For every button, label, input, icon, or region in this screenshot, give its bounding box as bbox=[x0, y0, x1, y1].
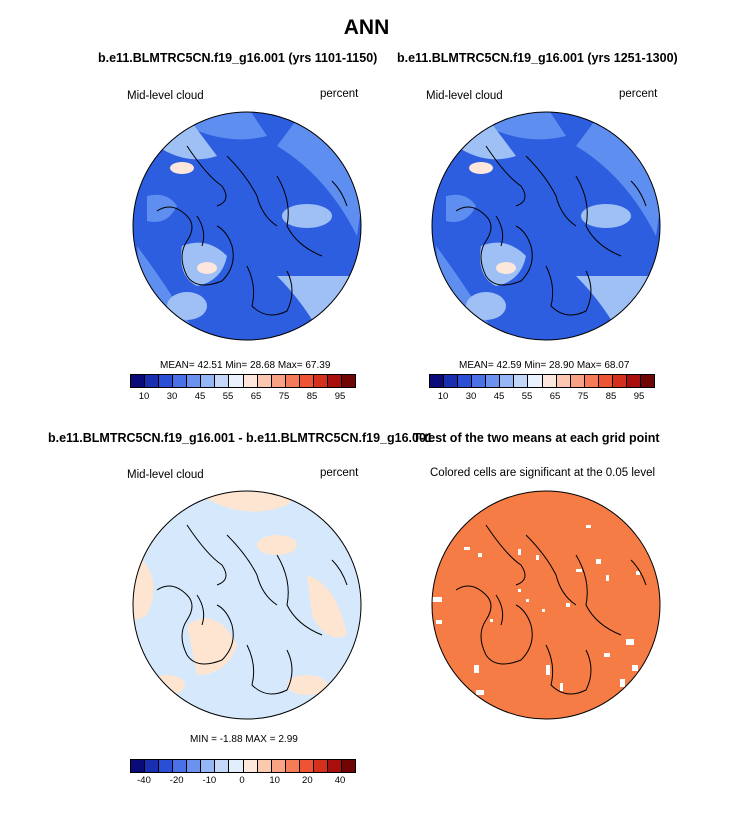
panel2-case-title: b.e11.BLMTRC5CN.f19_g16.001 (yrs 1251-13… bbox=[397, 51, 678, 65]
panel2-colorbar-tick-label: 95 bbox=[633, 391, 645, 402]
panel3-colorbar-tick-label: -40 bbox=[137, 775, 151, 786]
panel1-case-title: b.e11.BLMTRC5CN.f19_g16.001 (yrs 1101-11… bbox=[98, 51, 378, 65]
panel2-stats: MEAN= 42.59 Min= 28.90 Max= 68.07 bbox=[459, 360, 630, 371]
panel3-units-label: percent bbox=[320, 467, 359, 479]
panel3-colorbar-tick-label: 0 bbox=[239, 775, 245, 786]
panel2-colorbar-swatch-5 bbox=[500, 375, 515, 387]
panel3-colorbar-swatch-3 bbox=[173, 760, 188, 772]
panel3-colorbar-swatch-11 bbox=[285, 760, 300, 772]
panel1-colorbar-swatch-2 bbox=[159, 375, 174, 387]
panel2-colorbar-swatch-10 bbox=[570, 375, 585, 387]
panel3-colorbar-swatch-0 bbox=[131, 760, 146, 772]
panel2-colorbar-swatch-7 bbox=[528, 375, 543, 387]
panel3-colorbar-swatch-12 bbox=[299, 760, 314, 772]
panel1-variable-label: Mid-level cloud bbox=[127, 90, 204, 102]
panel1-colorbar-swatch-10 bbox=[271, 375, 286, 387]
panel3-variable-label: Mid-level cloud bbox=[127, 469, 204, 481]
panel1-stats: MEAN= 42.51 Min= 28.68 Max= 67.39 bbox=[160, 360, 331, 371]
panel1-colorbar-swatch-3 bbox=[173, 375, 188, 387]
panel2-colorbar-swatch-0 bbox=[430, 375, 445, 387]
panel2-colorbar-swatch-1 bbox=[444, 375, 459, 387]
panel1-colorbar-swatch-7 bbox=[229, 375, 244, 387]
panel3-colorbar bbox=[130, 759, 356, 773]
panel2-colorbar-tick-label: 75 bbox=[577, 391, 589, 402]
panel3-case-title: b.e11.BLMTRC5CN.f19_g16.001 - b.e11.BLMT… bbox=[48, 431, 433, 445]
panel3-colorbar-swatch-5 bbox=[201, 760, 216, 772]
panel3-colorbar-swatch-6 bbox=[215, 760, 230, 772]
panel2-colorbar-swatch-6 bbox=[514, 375, 529, 387]
panel2-colorbar-swatch-14 bbox=[626, 375, 641, 387]
panel4-case-title: T-test of the two means at each grid poi… bbox=[413, 431, 660, 445]
panel1-colorbar-tick-label: 45 bbox=[194, 391, 206, 402]
panel1-colorbar-swatch-4 bbox=[187, 375, 202, 387]
panel2-colorbar-tick-label: 85 bbox=[605, 391, 617, 402]
panel2-colorbar-swatch-9 bbox=[556, 375, 571, 387]
panel2-colorbar-tick-label: 55 bbox=[521, 391, 533, 402]
panel1-colorbar bbox=[130, 374, 356, 388]
panel1-colorbar-swatch-9 bbox=[257, 375, 272, 387]
panel4-significance-label: Colored cells are significant at the 0.0… bbox=[430, 467, 656, 479]
panel2-colorbar bbox=[429, 374, 655, 388]
panel2-units-label: percent bbox=[619, 88, 658, 100]
panel1-polar-map bbox=[132, 111, 362, 341]
panel1-colorbar-tick-label: 75 bbox=[278, 391, 290, 402]
panel1-colorbar-swatch-13 bbox=[313, 375, 328, 387]
panel2-colorbar-swatch-11 bbox=[584, 375, 599, 387]
panel1-colorbar-tick-label: 55 bbox=[222, 391, 234, 402]
panel2-colorbar-swatch-13 bbox=[612, 375, 627, 387]
panel1-colorbar-tick-label: 85 bbox=[306, 391, 318, 402]
panel3-colorbar-swatch-13 bbox=[313, 760, 328, 772]
panel2-colorbar-swatch-4 bbox=[486, 375, 501, 387]
panel2-colorbar-tick-label: 65 bbox=[549, 391, 561, 402]
panel2-variable-label: Mid-level cloud bbox=[426, 90, 503, 102]
panel3-colorbar-tick-label: -10 bbox=[202, 775, 217, 786]
panel2-colorbar-swatch-15 bbox=[640, 375, 654, 387]
panel3-polar-map bbox=[132, 490, 362, 720]
panel1-colorbar-swatch-5 bbox=[201, 375, 216, 387]
panel3-colorbar-tick-label: -20 bbox=[169, 775, 184, 786]
panel1-colorbar-swatch-8 bbox=[243, 375, 258, 387]
panel1-colorbar-tick-label: 65 bbox=[250, 391, 262, 402]
panel2-colorbar-tick-label: 10 bbox=[437, 391, 449, 402]
panel1-colorbar-swatch-15 bbox=[341, 375, 355, 387]
panel2-colorbar-swatch-12 bbox=[598, 375, 613, 387]
panel1-units-label: percent bbox=[320, 88, 359, 100]
panel1-colorbar-swatch-6 bbox=[215, 375, 230, 387]
panel3-colorbar-swatch-10 bbox=[271, 760, 286, 772]
panel2-colorbar-swatch-8 bbox=[542, 375, 557, 387]
panel2-colorbar-tick-label: 30 bbox=[465, 391, 477, 402]
page-title: ANN bbox=[343, 16, 390, 39]
panel2-polar-map bbox=[431, 111, 661, 341]
panel3-colorbar-tick-label: 10 bbox=[269, 775, 280, 786]
panel1-colorbar-tick-label: 95 bbox=[334, 391, 346, 402]
panel3-colorbar-tick-label: 40 bbox=[334, 775, 346, 786]
panel3-stats: MIN = -1.88 MAX = 2.99 bbox=[190, 734, 298, 745]
panel2-colorbar-swatch-3 bbox=[472, 375, 487, 387]
panel1-colorbar-swatch-11 bbox=[285, 375, 300, 387]
panel1-colorbar-tick-label: 30 bbox=[166, 391, 178, 402]
panel3-colorbar-swatch-2 bbox=[159, 760, 174, 772]
panel1-colorbar-swatch-0 bbox=[131, 375, 146, 387]
panel2-colorbar-swatch-2 bbox=[458, 375, 473, 387]
panel2-colorbar-tick-label: 45 bbox=[493, 391, 505, 402]
panel1-colorbar-swatch-14 bbox=[327, 375, 342, 387]
panel3-colorbar-swatch-9 bbox=[257, 760, 272, 772]
panel4-polar-map bbox=[431, 490, 661, 720]
panel3-colorbar-tick-label: 20 bbox=[302, 775, 313, 786]
panel3-colorbar-swatch-4 bbox=[187, 760, 202, 772]
panel3-colorbar-swatch-15 bbox=[341, 760, 355, 772]
panel3-colorbar-swatch-8 bbox=[243, 760, 258, 772]
panel1-colorbar-swatch-1 bbox=[145, 375, 160, 387]
panel1-colorbar-tick-label: 10 bbox=[138, 391, 150, 402]
panel3-colorbar-swatch-7 bbox=[229, 760, 244, 772]
panel1-colorbar-swatch-12 bbox=[299, 375, 314, 387]
panel3-colorbar-swatch-14 bbox=[327, 760, 342, 772]
panel3-colorbar-swatch-1 bbox=[145, 760, 160, 772]
